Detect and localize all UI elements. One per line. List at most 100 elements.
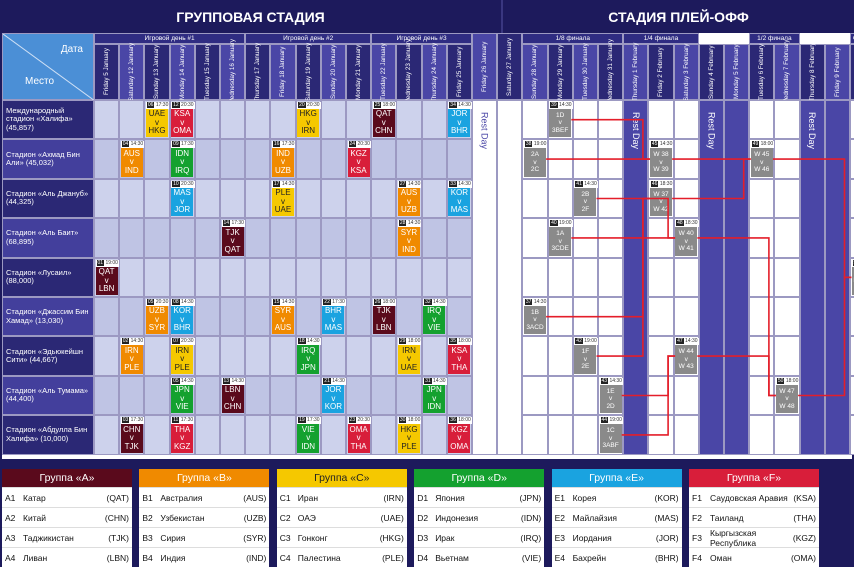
team-seed: F2 [689, 513, 710, 523]
team-name: Китай [23, 513, 105, 523]
team-code: (IND) [246, 553, 269, 563]
team-name: Оман [710, 553, 791, 563]
team-seed: C3 [277, 533, 298, 543]
bracket-connector [597, 199, 650, 357]
team-seed: D1 [414, 493, 435, 503]
team-seed: C4 [277, 553, 298, 563]
team-seed: F1 [689, 493, 710, 503]
team-seed: A3 [2, 533, 23, 543]
team-name: Таджикистан [23, 533, 108, 543]
team-code: (HKG) [380, 533, 407, 543]
team-code: (SYR) [243, 533, 269, 543]
team-code: (UAE) [381, 513, 407, 523]
team-code: (MAS) [655, 513, 682, 523]
group-title: Группа «A» [2, 469, 132, 487]
team-name: Индонезия [435, 513, 521, 523]
team-seed: B2 [139, 513, 160, 523]
team-name: Бахрейн [573, 553, 655, 563]
team-code: (CHN) [105, 513, 132, 523]
team-code: (BHR) [655, 553, 682, 563]
team-name: Майлайзия [573, 513, 655, 523]
team-seed: E4 [552, 553, 573, 563]
bracket-connector [773, 159, 852, 277]
team-code: (TJK) [108, 533, 132, 543]
team-name: Палестина [298, 553, 382, 563]
team-name: Саудовская Аравия [710, 493, 793, 503]
team-code: (UZB) [244, 513, 270, 523]
group-title: Группа «C» [277, 469, 407, 487]
team-seed: E1 [552, 493, 573, 503]
bracket-connector [571, 120, 650, 159]
team-seed: C2 [277, 513, 298, 523]
bracket-connector [597, 199, 676, 238]
team-code: (IDN) [521, 513, 544, 523]
team-name: Индия [160, 553, 246, 563]
team-code: (OMA) [791, 553, 819, 563]
team-name: Ливан [23, 553, 107, 563]
team-seed: B4 [139, 553, 160, 563]
team-seed: F4 [689, 553, 710, 563]
team-code: (QAT) [106, 493, 132, 503]
team-code: (LBN) [107, 553, 132, 563]
team-code: (PLE) [382, 553, 407, 563]
team-seed: D2 [414, 513, 435, 523]
team-seed: D4 [414, 553, 435, 563]
team-seed: F3 [689, 533, 710, 543]
team-name: Таиланд [710, 513, 793, 523]
bracket-connector [697, 356, 776, 395]
team-seed: D3 [414, 533, 435, 543]
team-code: (IRQ) [520, 533, 544, 543]
group-title: Группа «D» [414, 469, 544, 487]
team-name: Япония [435, 493, 519, 503]
team-code: (AUS) [243, 493, 269, 503]
team-name: ОАЭ [298, 513, 381, 523]
group-title: Группа «F» [689, 469, 819, 487]
bracket-connector [672, 159, 751, 198]
team-name: Катар [23, 493, 106, 503]
team-code: (IRN) [383, 493, 406, 503]
bracket-connector [798, 277, 851, 395]
team-code: (KOR) [655, 493, 682, 503]
bracket-connector [697, 238, 776, 396]
team-seed: E2 [552, 513, 573, 523]
team-name: Австралия [160, 493, 243, 503]
team-seed: C1 [277, 493, 298, 503]
bracket-connector [546, 199, 650, 317]
team-seed: E3 [552, 533, 573, 543]
bracket-connector [622, 356, 675, 395]
team-name: Иран [298, 493, 384, 503]
team-name: Кыргызская Республика [710, 528, 793, 548]
team-code: (KGZ) [793, 533, 819, 543]
team-seed: A4 [2, 553, 23, 563]
team-code: (JPN) [519, 493, 544, 503]
team-seed: B3 [139, 533, 160, 543]
team-name: Корея [573, 493, 655, 503]
team-code: (VIE) [522, 553, 544, 563]
team-seed: A2 [2, 513, 23, 523]
